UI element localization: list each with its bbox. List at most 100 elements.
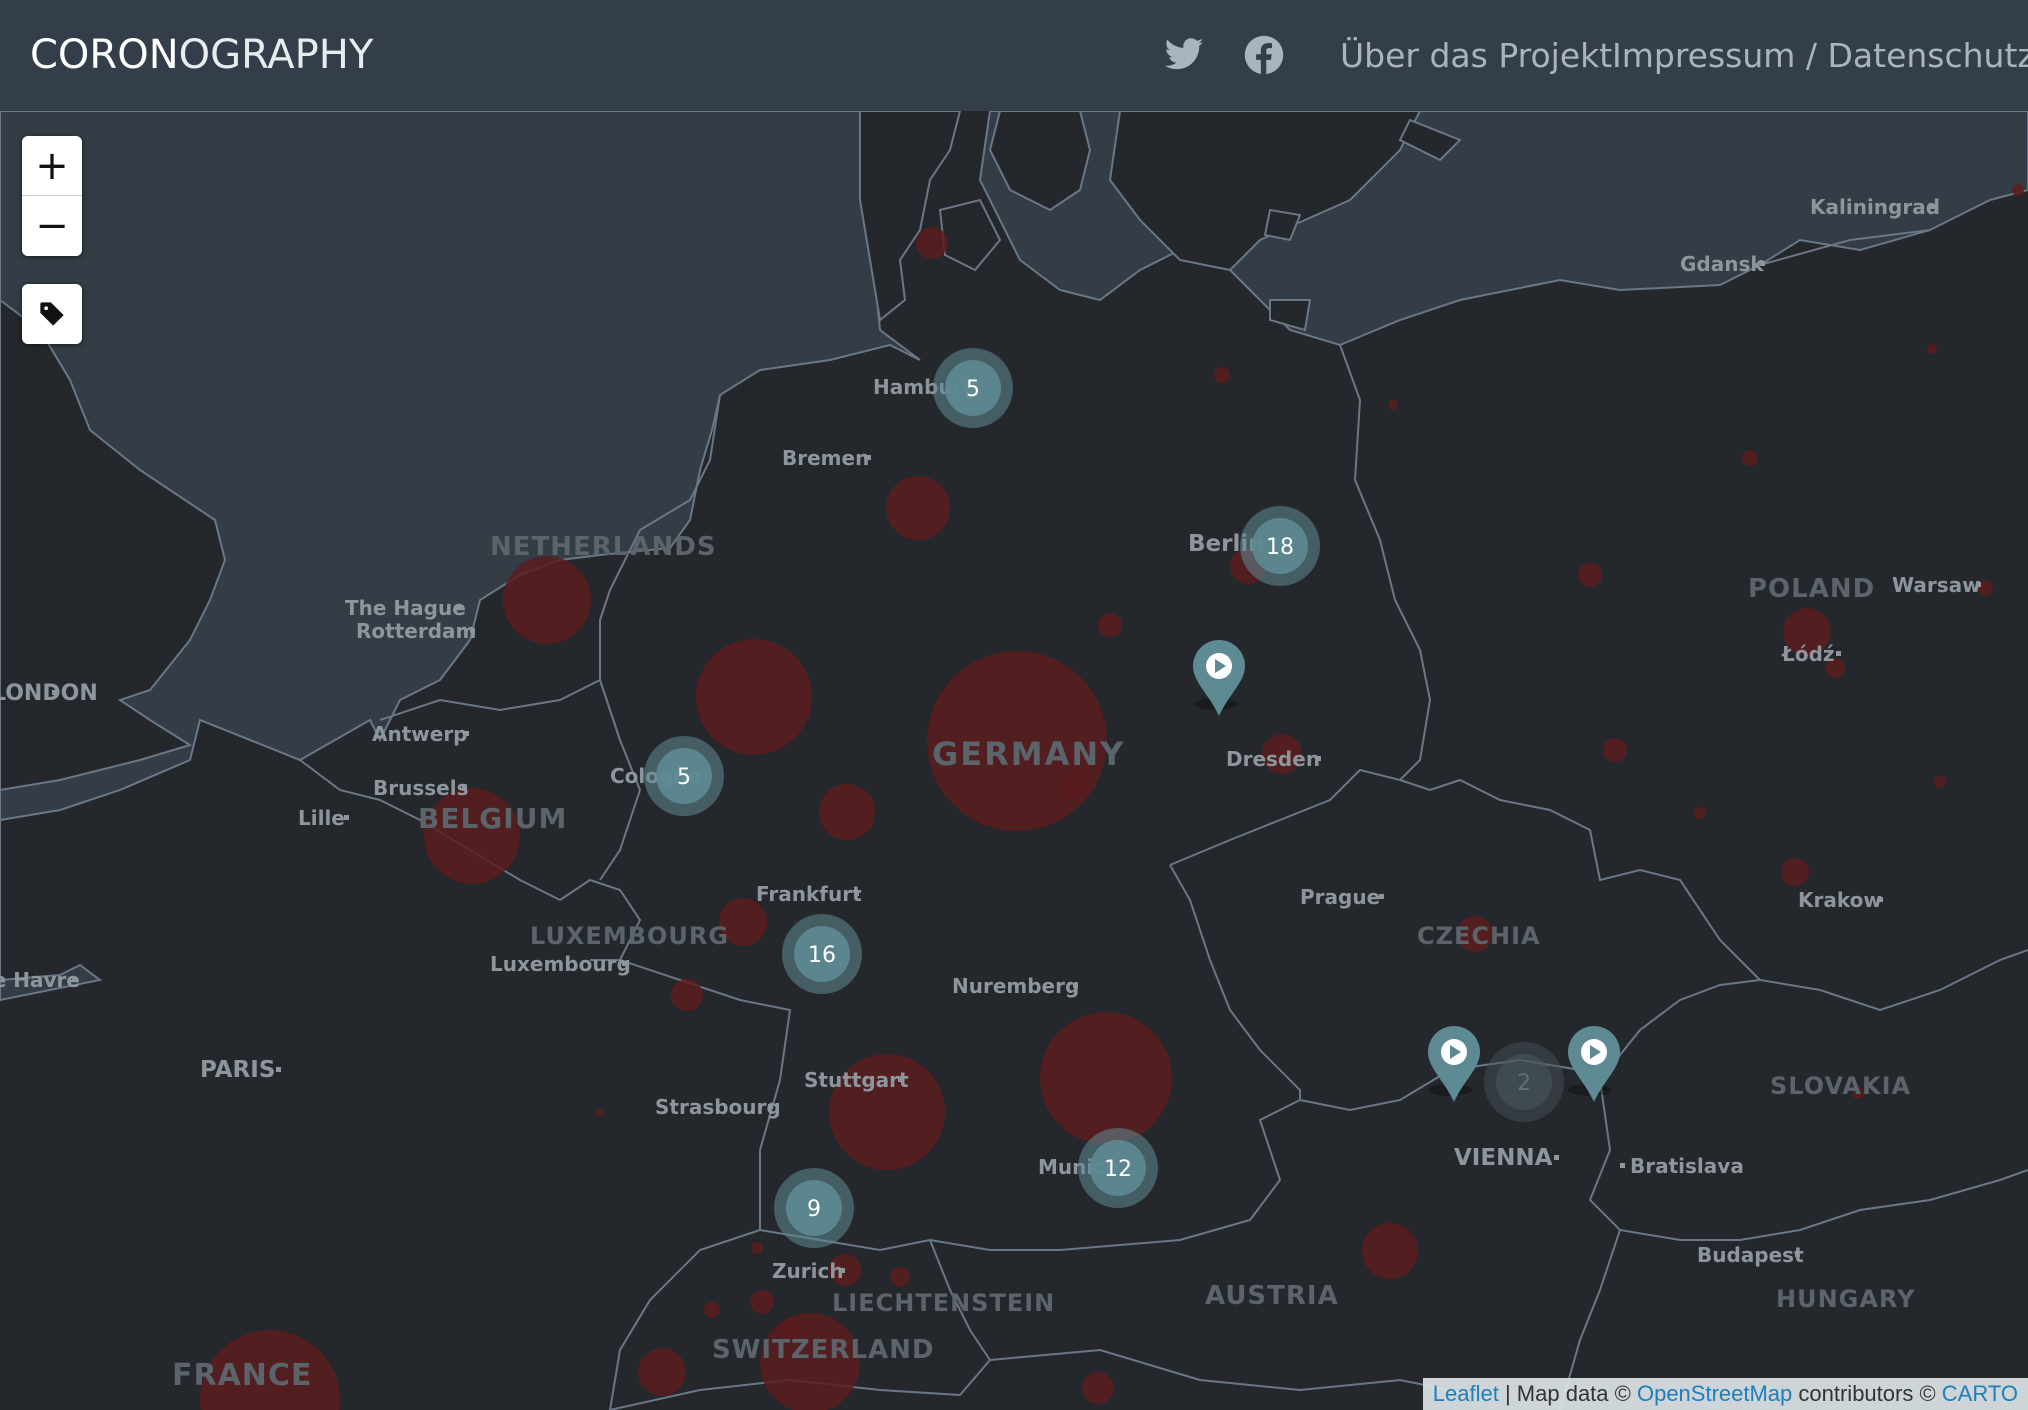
country-label-poland: POLAND — [1748, 574, 1875, 604]
map-attribution: Leaflet | Map data © OpenStreetMap contr… — [1422, 1378, 2028, 1410]
city-label-kaliningrad: Kaliningrad — [1810, 195, 1940, 219]
city-label-bremen: Bremen — [782, 446, 869, 470]
city-label-rotterdam: Rotterdam — [356, 619, 476, 643]
city-label-lodz: Łódź — [1781, 642, 1835, 666]
border-de-pl — [1169, 344, 1432, 866]
marker-layer — [1193, 640, 1620, 1102]
case-circle-krakow — [1781, 858, 1809, 886]
cluster-hamburg[interactable]: 5 — [933, 348, 1013, 428]
country-label-hungary: HUNGARY — [1776, 1285, 1915, 1313]
case-circle-pl-e — [1934, 776, 1946, 788]
zoom-in-button[interactable]: + — [35, 142, 69, 189]
border-ch-at — [929, 1239, 991, 1361]
case-circle-lodz — [1783, 608, 1831, 656]
osm-link[interactable]: OpenStreetMap — [1636, 1381, 1793, 1406]
cluster-vienna[interactable]: 2 — [1484, 1042, 1564, 1122]
case-circle-czechia — [1457, 916, 1493, 952]
zealand — [988, 111, 1092, 212]
border-be-nl — [379, 679, 601, 721]
city-label-london: LONDON — [0, 681, 98, 706]
border-be-fr — [299, 759, 561, 901]
cluster-count: 16 — [808, 943, 836, 968]
border-pl-ru — [1759, 229, 1931, 266]
border-be-de — [599, 679, 642, 881]
leaflet-link[interactable]: Leaflet — [1432, 1381, 1499, 1406]
country-labels: NETHERLANDS BELGIUM LUXEMBOURG GERMANY P… — [172, 532, 1915, 1393]
case-circle-saar — [671, 979, 703, 1011]
city-label-warsaw: Warsaw — [1892, 573, 1981, 597]
cluster-count: 9 — [807, 1197, 821, 1222]
city-label-luxembourg: Luxembourg — [490, 952, 631, 976]
case-circle-strasbourg — [596, 1109, 604, 1117]
city-label-nuremberg: Nuremberg — [952, 974, 1079, 998]
case-circle-belgium — [424, 788, 520, 884]
city-label-dresden: Dresden — [1226, 747, 1320, 771]
country-label-slovakia: SLOVAKIA — [1770, 1072, 1911, 1100]
video-marker-1[interactable] — [1193, 640, 1245, 716]
case-circle-stgallen — [890, 1267, 910, 1287]
case-circle-szczecin — [1388, 400, 1398, 410]
zoom-out-button[interactable]: − — [22, 195, 82, 255]
border-de-cz — [1169, 864, 1301, 1100]
twitter-icon[interactable] — [1163, 34, 1205, 76]
case-circle-france — [200, 1330, 340, 1410]
border-de-at — [929, 1099, 1301, 1251]
carto-link[interactable]: CARTO — [1941, 1381, 2018, 1406]
city-label-antwerp: Antwerp — [372, 722, 468, 746]
tag-filter-button[interactable] — [22, 284, 82, 344]
country-label-luxembourg: LUXEMBOURG — [530, 922, 729, 950]
city-label-zurich: Zurich — [772, 1259, 844, 1283]
border-at-sk-hu — [1588, 1079, 2028, 1241]
cluster-count: 5 — [677, 765, 691, 790]
case-circle-bavaria — [1040, 1012, 1172, 1144]
gotland — [1398, 118, 1462, 162]
brand-light: OGRAPHY — [178, 32, 374, 78]
imprint-link[interactable]: Impressum / Datenschutz — [1612, 36, 2028, 75]
jutland — [859, 111, 962, 322]
country-label-austria: AUSTRIA — [1205, 1281, 1339, 1311]
great-britain — [0, 298, 227, 792]
cluster-zurich[interactable]: 9 — [774, 1168, 854, 1248]
cluster-count: 12 — [1104, 1157, 1132, 1182]
city-label-lille: Lille — [298, 806, 345, 830]
cluster-munich[interactable]: 12 — [1078, 1128, 1158, 1208]
border-cz-pl — [1399, 778, 1761, 981]
north-sea — [0, 111, 921, 1002]
city-label-brussels: Brussels — [373, 776, 468, 800]
cluster-cologne[interactable]: 5 — [644, 736, 724, 816]
case-circle-innsbruck — [1082, 1372, 1114, 1404]
case-circle-nrw — [696, 639, 812, 755]
city-label-frankfurt: Frankfurt — [756, 882, 862, 906]
facebook-icon[interactable] — [1243, 34, 1285, 76]
case-circle-denmark — [916, 227, 948, 259]
case-circle-pl-n — [1742, 450, 1758, 466]
cluster-berlin[interactable]: 18 — [1240, 506, 1320, 586]
case-circle-dresden — [1262, 734, 1302, 774]
case-circle-basel — [750, 1290, 774, 1314]
case-circles — [200, 184, 2024, 1410]
cluster-frankfurt[interactable]: 16 — [782, 914, 862, 994]
video-marker-3[interactable] — [1568, 1026, 1620, 1102]
city-label-vienna: VIENNA — [1454, 1145, 1553, 1171]
brand-logo[interactable]: CORONOGRAPHY — [30, 32, 373, 78]
attribution-text-1: | Map data © — [1498, 1381, 1637, 1406]
country-label-germany: GERMANY — [932, 735, 1125, 773]
city-dots — [52, 204, 1981, 1273]
case-circle-lt — [2012, 184, 2024, 196]
case-circle-pl-w — [1603, 738, 1627, 762]
border-at-hu — [1559, 1229, 1621, 1410]
country-label-france: FRANCE — [172, 1358, 312, 1393]
country-label-switzerland: SWITZERLAND — [712, 1335, 934, 1365]
rugen — [1269, 299, 1312, 332]
video-marker-2[interactable] — [1428, 1026, 1480, 1102]
city-label-budapest: Budapest — [1697, 1243, 1804, 1267]
map-canvas[interactable]: NETHERLANDS BELGIUM LUXEMBOURG GERMANY P… — [0, 111, 2028, 1410]
country-label-belgium: BELGIUM — [418, 802, 567, 835]
city-label-gdansk: Gdansk — [1680, 252, 1764, 276]
zoom-control: + − — [22, 136, 82, 256]
navbar: CORONOGRAPHY Über das Projekt Impressum … — [0, 0, 2028, 111]
about-link[interactable]: Über das Projekt — [1340, 36, 1613, 75]
case-circle-austria — [1362, 1223, 1418, 1279]
islands-layer — [0, 111, 1462, 792]
cluster-count: 18 — [1266, 535, 1294, 560]
